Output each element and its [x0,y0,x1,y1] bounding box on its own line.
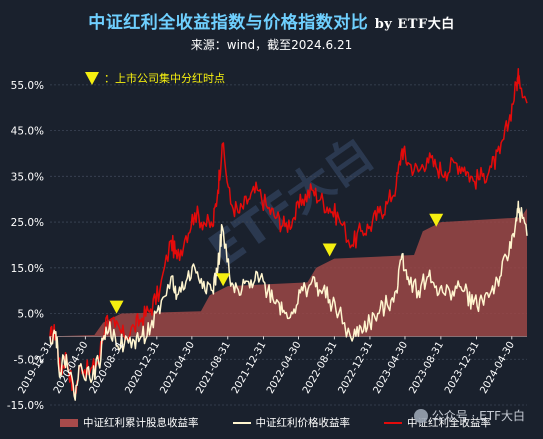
x-tick-label: 2019-12-31 [17,340,56,396]
legend-swatch-price [232,421,251,424]
dividend-marker-icon [216,273,231,287]
chart-title-by: by ETF大白 [374,17,455,32]
x-tick-label: 2023-12-31 [443,340,482,396]
x-tick-label: 2022-08-31 [301,340,340,396]
dividend-area [50,208,527,337]
x-tick-label: 2023-04-30 [372,340,411,396]
legend-label-dividend: 中证红利累计股息收益率 [83,417,199,429]
y-tick-label: 25.0% [11,217,44,229]
x-tick-label: 2023-08-31 [407,340,446,396]
legend-label-total: 中证红利全收益率 [407,417,491,429]
x-tick-label: 2020-12-31 [123,340,162,396]
dividend-marker-icon [109,300,124,314]
chart-title-text: 中证红利全收益指数与价格指数对比 [88,13,369,33]
x-tick-label: 2022-04-30 [265,340,304,396]
legend-label-price: 中证红利价格收益率 [255,417,351,429]
x-tick-label: 2022-12-31 [337,340,376,396]
legend-swatch-dividend [60,418,78,427]
dividend-marker-icon [322,243,337,257]
wechat-icon [413,408,428,423]
legend-item-price: 中证红利价格收益率 [232,415,351,430]
watermark-text: 公众号 · ETF大白 [431,409,525,423]
marker-note-icon [85,72,99,85]
watermark: 公众号 · ETF大白 [413,407,525,424]
y-tick-label: -15.0% [7,400,44,412]
x-tick-label: 2021-12-31 [230,340,269,396]
x-tick-label: 2021-08-31 [194,340,233,396]
y-tick-label: 15.0% [11,263,44,275]
chart-subtitle: 来源：wind，截至2024.6.21 [190,38,353,52]
x-tick-label: 2024-04-30 [478,340,517,396]
legend-swatch-total [384,421,402,424]
y-tick-label: 5.0% [17,309,44,321]
y-tick-label: 45.0% [11,126,44,138]
y-tick-label: 35.0% [11,171,44,183]
dividend-marker-icon [429,213,444,227]
series-line-total [49,68,528,397]
legend-item-total: 中证红利全收益率 [384,415,491,430]
marker-note-text: ：上市公司集中分红时点 [104,71,225,85]
legend-item-dividend: 中证红利累计股息收益率 [60,415,199,430]
chart-title: 中证红利全收益指数与价格指数对比 by ETF大白 [0,8,543,33]
x-tick-label: 2021-04-30 [158,340,197,396]
y-tick-label: 55.0% [11,80,44,92]
series-line-price [49,200,528,401]
legend: 中证红利累计股息收益率 中证红利价格收益率 中证红利全收益率 [60,415,491,430]
y-tick-label: -5.0% [14,354,44,366]
